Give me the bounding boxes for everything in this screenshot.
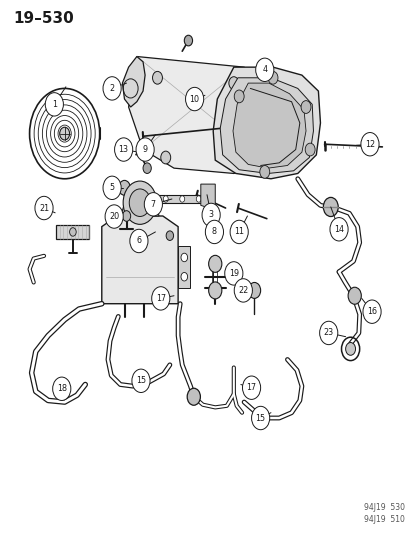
Circle shape: [347, 287, 361, 304]
Polygon shape: [200, 184, 215, 208]
Circle shape: [122, 211, 131, 221]
Circle shape: [205, 220, 223, 244]
Text: 9: 9: [142, 145, 147, 154]
Text: 94J19  530
94J19  510: 94J19 530 94J19 510: [363, 503, 404, 524]
Text: 10: 10: [189, 94, 199, 103]
Polygon shape: [139, 195, 206, 203]
Text: 18: 18: [57, 384, 66, 393]
Polygon shape: [128, 56, 274, 173]
Polygon shape: [122, 56, 145, 107]
Circle shape: [103, 77, 121, 100]
Text: 13: 13: [119, 145, 128, 154]
Circle shape: [132, 369, 150, 392]
Text: 15: 15: [135, 376, 146, 385]
Text: 7: 7: [150, 200, 156, 209]
Circle shape: [185, 87, 203, 111]
Circle shape: [248, 282, 260, 298]
Circle shape: [114, 138, 133, 161]
Circle shape: [208, 282, 221, 299]
Circle shape: [123, 181, 157, 224]
Circle shape: [345, 343, 355, 356]
Circle shape: [166, 231, 173, 240]
Text: 12: 12: [364, 140, 374, 149]
Text: 2: 2: [109, 84, 114, 93]
Circle shape: [187, 388, 200, 405]
Circle shape: [360, 133, 378, 156]
Circle shape: [362, 300, 380, 324]
Text: 21: 21: [39, 204, 49, 213]
Circle shape: [228, 77, 238, 90]
Circle shape: [180, 253, 187, 262]
Polygon shape: [56, 225, 89, 239]
Circle shape: [196, 196, 201, 202]
Circle shape: [234, 279, 252, 302]
Circle shape: [160, 151, 170, 164]
Text: 8: 8: [211, 228, 216, 237]
Circle shape: [144, 192, 162, 216]
Text: 17: 17: [246, 383, 256, 392]
Text: 1: 1: [52, 100, 57, 109]
Circle shape: [202, 203, 220, 227]
Circle shape: [230, 220, 248, 244]
Polygon shape: [220, 78, 313, 173]
Text: 19–530: 19–530: [13, 11, 74, 26]
Circle shape: [35, 196, 53, 220]
Text: 17: 17: [155, 294, 166, 303]
Text: 5: 5: [109, 183, 114, 192]
Circle shape: [242, 376, 260, 399]
Text: 6: 6: [136, 237, 141, 246]
Circle shape: [268, 71, 277, 84]
Circle shape: [329, 217, 347, 241]
Text: 20: 20: [109, 212, 119, 221]
Circle shape: [151, 287, 169, 310]
Circle shape: [45, 93, 63, 116]
Circle shape: [119, 180, 130, 195]
Circle shape: [319, 321, 337, 345]
Circle shape: [257, 133, 267, 146]
Text: 19: 19: [228, 269, 238, 278]
Circle shape: [255, 58, 273, 82]
Circle shape: [69, 228, 76, 236]
Circle shape: [208, 255, 221, 272]
Text: 15: 15: [255, 414, 265, 423]
Circle shape: [146, 196, 151, 202]
Circle shape: [323, 197, 337, 216]
Circle shape: [152, 71, 162, 84]
Circle shape: [105, 205, 123, 228]
Polygon shape: [102, 216, 178, 304]
Polygon shape: [233, 83, 305, 168]
Circle shape: [129, 189, 150, 216]
Circle shape: [184, 35, 192, 46]
Circle shape: [180, 272, 187, 281]
Text: 22: 22: [237, 286, 248, 295]
Polygon shape: [178, 246, 190, 288]
Circle shape: [103, 176, 121, 199]
Circle shape: [136, 138, 154, 161]
Text: 14: 14: [333, 225, 343, 234]
Circle shape: [304, 143, 314, 156]
Circle shape: [143, 163, 151, 173]
Text: 4: 4: [261, 66, 267, 74]
Circle shape: [163, 196, 168, 202]
Text: 16: 16: [366, 307, 376, 316]
Text: 23: 23: [323, 328, 333, 337]
Circle shape: [130, 229, 147, 253]
Circle shape: [259, 165, 269, 178]
Circle shape: [224, 262, 242, 285]
Circle shape: [234, 90, 244, 103]
Circle shape: [251, 406, 269, 430]
Circle shape: [179, 196, 184, 202]
Circle shape: [59, 127, 69, 140]
Text: 3: 3: [208, 211, 213, 220]
Polygon shape: [213, 67, 320, 179]
Circle shape: [52, 377, 71, 400]
Circle shape: [300, 101, 310, 114]
Text: 11: 11: [234, 228, 244, 237]
Polygon shape: [121, 203, 159, 216]
